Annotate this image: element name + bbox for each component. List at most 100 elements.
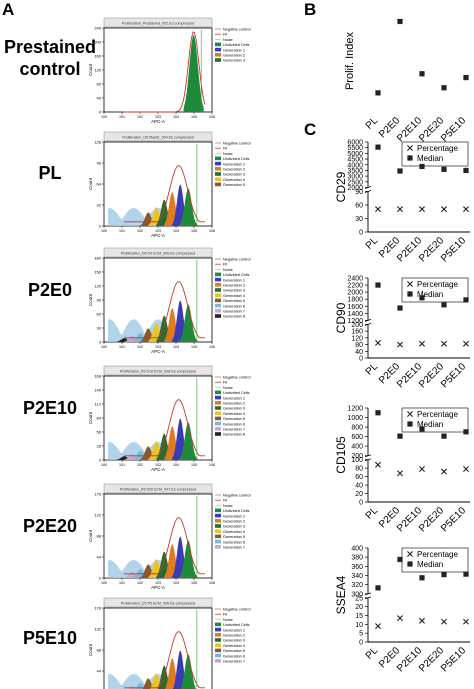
x-axis-label: APC-A	[151, 119, 165, 124]
x-tick-label: 102	[137, 581, 143, 585]
y-tick-label: 140	[94, 388, 101, 393]
x-tick-label: 106	[209, 463, 215, 467]
legend-swatch	[215, 156, 221, 161]
legend-entry: Generation 2	[223, 168, 245, 172]
legend-entry: Noise	[223, 618, 233, 622]
data-point-percentage	[463, 618, 469, 625]
legend-entry: Generation 4	[223, 530, 245, 534]
y-tick-label: 5	[359, 631, 363, 638]
y-tick-label: 320	[351, 582, 363, 589]
data-point-percentage	[407, 145, 413, 151]
legend-swatch	[215, 638, 221, 642]
histogram-title-box	[103, 17, 213, 28]
y-tick-label: 0	[99, 340, 102, 345]
x-tick-label: 106	[209, 345, 215, 349]
y-tick-label: 600	[351, 434, 363, 441]
y-tick-label: 90	[97, 298, 102, 303]
row-label-p2e0: P2E0	[27, 280, 73, 300]
legend-entry: Generation 2	[223, 402, 245, 406]
legend-entry: Negative control	[223, 258, 251, 262]
legend-entry: Generation 4	[223, 644, 245, 648]
legend-entry: Generation 7	[223, 310, 245, 314]
y-tick-label: 5500	[347, 145, 363, 152]
legend-entry: Generation 5	[223, 535, 245, 539]
legend-swatch	[215, 416, 221, 421]
legend-swatch	[215, 314, 221, 318]
row-label-p2e10: P2E10	[22, 398, 78, 418]
histogram-6: Proliferation_D5 P5 ECM_006.fcs compress…	[88, 597, 251, 689]
legend-entry: Fit	[223, 33, 228, 37]
data-point-median	[375, 585, 381, 591]
y-tick-label: 150	[94, 270, 101, 275]
legend-entry: Percentage	[417, 144, 458, 153]
x-tick-label: 103	[155, 115, 161, 119]
histogram-title: Proliferation_D6 D0 ECM_006.fcs compress…	[121, 252, 196, 256]
data-point-percentage	[441, 468, 447, 475]
x-tick-label: P5E10	[439, 645, 468, 674]
data-point-median	[375, 282, 381, 288]
legend-entry: Generation 5	[223, 299, 245, 303]
legend-entry: Negative control	[223, 376, 251, 380]
y-tick-label: 200	[351, 322, 363, 329]
y-tick-label: 88	[97, 534, 102, 539]
undivided-peak	[183, 34, 204, 112]
row-label-p2e20: P2E20	[22, 516, 78, 536]
x-tick-label: 105	[191, 581, 197, 585]
y-tick-label: 80	[355, 342, 363, 349]
y-tick-label: 30	[97, 326, 102, 331]
legend-entry: Fit	[223, 499, 228, 503]
y-tick-label: 3000	[347, 174, 363, 181]
x-axis-label: APC-A	[151, 467, 165, 472]
legend-entry: Generation 7	[223, 428, 245, 432]
legend-entry: Generation 4	[223, 178, 245, 182]
y-tick-label: 132	[94, 627, 101, 632]
y-tick-label: 200	[351, 453, 363, 460]
x-tick-label: P5E10	[439, 235, 468, 264]
legend-swatch	[215, 653, 221, 658]
x-axis-label: APC-A	[151, 233, 165, 238]
x-tick-label: 101	[119, 463, 125, 467]
y-tick-label: 88	[97, 648, 102, 653]
data-point-percentage	[375, 206, 381, 213]
y-axis-label: SSEA4	[334, 575, 348, 614]
legend-swatch	[215, 272, 221, 277]
y-tick-label: 0	[359, 356, 363, 363]
generation-peak	[142, 678, 154, 689]
y-axis-label: Count	[88, 293, 93, 306]
x-tick-label: PL	[364, 505, 381, 522]
panel-letter-a: A	[2, 0, 15, 19]
panel-letter-b: B	[304, 0, 317, 19]
y-axis-label: Prolif. Index	[344, 31, 356, 90]
legend-swatch	[215, 411, 221, 415]
y-tick-label: 96	[97, 161, 102, 166]
legend-entry: Generation 8	[223, 433, 245, 437]
y-tick-label: 1200	[347, 318, 363, 325]
data-point-median	[463, 571, 469, 577]
x-tick-label: 100	[101, 229, 107, 233]
y-tick-label: 10	[355, 622, 363, 629]
undivided-peak	[178, 304, 199, 342]
data-point-median	[441, 571, 447, 578]
legend-entry: Undivided Cells	[223, 157, 249, 161]
y-tick-label: 4000	[347, 162, 363, 169]
y-tick-label: 128	[94, 140, 101, 145]
legend-entry: Generation 6	[223, 422, 245, 426]
y-tick-label: 360	[351, 564, 363, 571]
histogram-title-box	[103, 365, 213, 376]
legend-swatch	[215, 659, 221, 663]
legend-swatch	[215, 622, 221, 627]
legend-entry: Generation 3	[223, 59, 245, 63]
y-tick-label: 400	[351, 444, 363, 451]
y-tick-label: 1000	[347, 415, 363, 422]
y-tick-label: 112	[95, 402, 102, 407]
data-point-percentage	[463, 206, 469, 213]
row-label-p5e10: P5E10	[22, 628, 78, 648]
legend-box	[401, 277, 469, 303]
legend-swatch	[215, 303, 221, 308]
legend-swatch	[215, 277, 221, 282]
legend-entry: Fit	[223, 613, 228, 617]
legend-swatch	[215, 390, 221, 395]
data-point-median	[441, 433, 447, 439]
data-point-median	[463, 429, 469, 435]
